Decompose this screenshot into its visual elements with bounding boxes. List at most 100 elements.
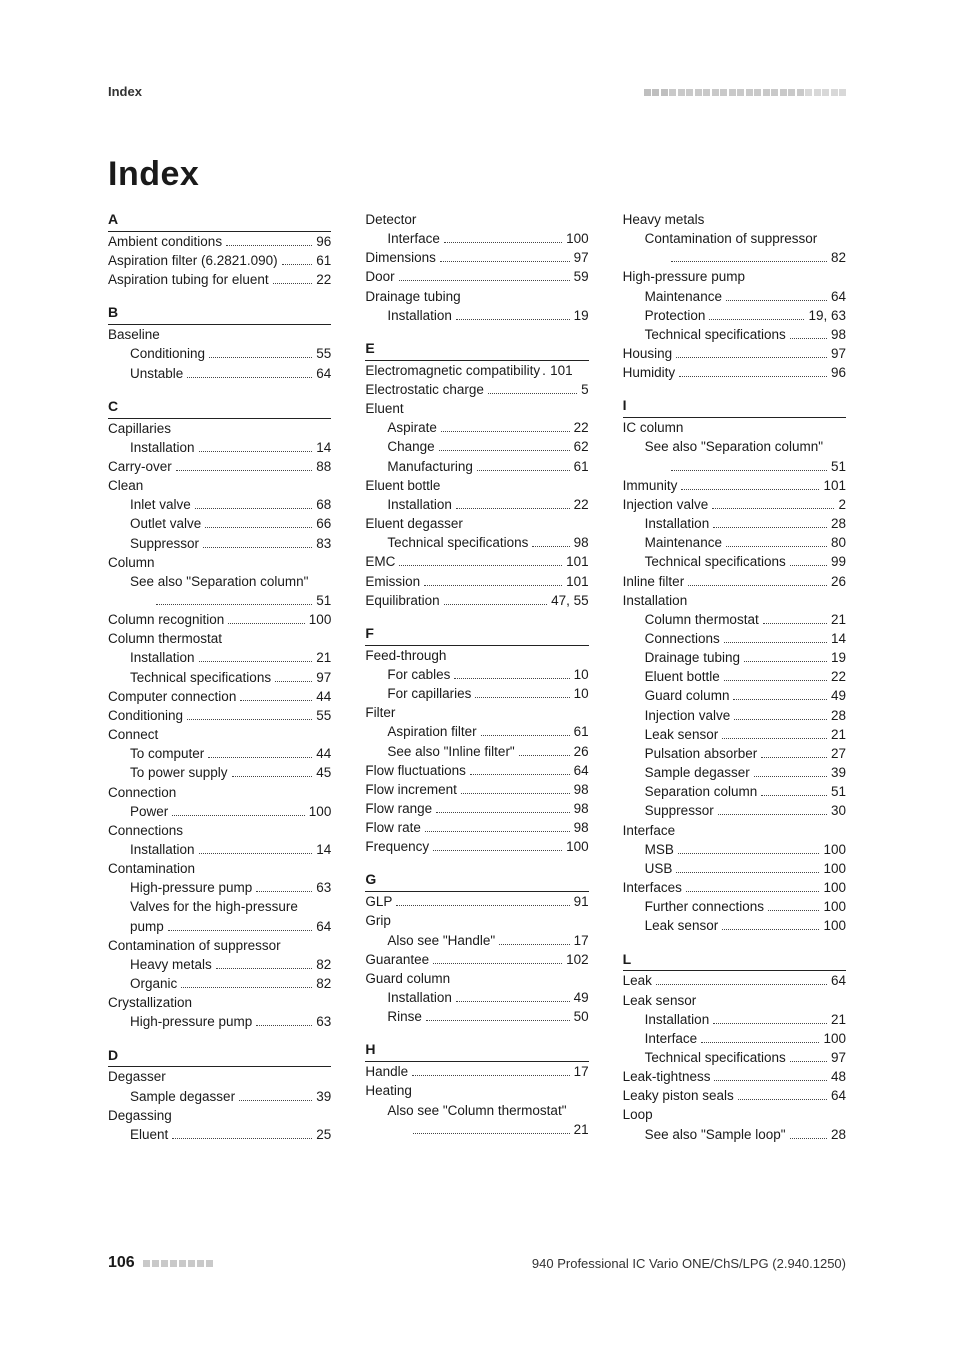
index-entry-page: 2 [838, 495, 846, 514]
index-entry: High-pressure pump [623, 267, 846, 286]
index-entry-label: Drainage tubing [365, 287, 460, 306]
index-section-letter: H [365, 1040, 588, 1062]
index-entry-label: Technical specifications [623, 1048, 786, 1067]
index-entry-label: Aspirate [365, 418, 437, 437]
index-entry-label: Organic [108, 974, 177, 993]
index-entry-page: 97 [574, 248, 589, 267]
index-section-letter: G [365, 870, 588, 892]
index-entry-label: Baseline [108, 325, 160, 344]
index-entry-label: Electromagnetic compatibility [365, 361, 540, 380]
index-entry-page: 21 [831, 610, 846, 629]
index-entry-page: 28 [831, 706, 846, 725]
index-entry: Technical specifications98 [623, 325, 846, 344]
index-entry: See also "Separation column" [623, 437, 846, 456]
index-entry-label: Guard column [623, 686, 730, 705]
leader-dots [722, 929, 819, 930]
index-entry-page: 96 [316, 232, 331, 251]
index-entry: Manufacturing61 [365, 457, 588, 476]
index-entry: Flow rate98 [365, 818, 588, 837]
index-entry: Injection valve 2 [623, 495, 846, 514]
index-entry: Technical specifications98 [365, 533, 588, 552]
leader-dots [209, 357, 312, 358]
index-entry: Crystallization [108, 993, 331, 1012]
leader-dots [240, 700, 312, 701]
index-entry: Also see "Column thermostat" [365, 1101, 588, 1120]
index-entry: Interfaces100 [623, 878, 846, 897]
index-entry: Inlet valve68 [108, 495, 331, 514]
index-entry: Also see "Handle"17 [365, 931, 588, 950]
leader-dots [199, 661, 313, 662]
index-entry: Organic 82 [108, 974, 331, 993]
index-entry: Suppressor83 [108, 534, 331, 553]
index-entry: See also "Inline filter"26 [365, 742, 588, 761]
header-squares [642, 84, 846, 99]
index-entry-page: 97 [831, 344, 846, 363]
index-entry: Technical specifications97 [108, 668, 331, 687]
index-entry-page: 21 [831, 725, 846, 744]
index-entry-label: Eluent bottle [623, 667, 720, 686]
leader-dots [232, 776, 313, 777]
index-entry-label: See also "Inline filter" [365, 742, 514, 761]
index-entry-label: Clean [108, 476, 143, 495]
index-entry: Contamination of suppressor [108, 936, 331, 955]
index-entry: To computer44 [108, 744, 331, 763]
index-entry-label: EMC [365, 552, 395, 571]
index-entry: High-pressure pump 63 [108, 1012, 331, 1031]
index-entry-label: Leak [623, 971, 652, 990]
index-entry: Eluent [365, 399, 588, 418]
index-entry-label: Interfaces [623, 878, 682, 897]
leader-dots [440, 261, 570, 262]
index-entry-label: Electrostatic charge [365, 380, 484, 399]
leader-dots [228, 623, 304, 624]
index-entry-label: Capillaries [108, 419, 171, 438]
index-entry-label: Unstable [108, 364, 183, 383]
leader-dots [426, 1020, 570, 1021]
index-entry-page: 82 [831, 248, 846, 267]
leader-dots [724, 680, 827, 681]
index-entry-label: See also "Sample loop" [623, 1125, 786, 1144]
page: Index Index AAmbient conditions96Aspirat… [0, 0, 954, 1350]
leader-dots [676, 872, 819, 873]
index-entry-page: 21 [316, 648, 331, 667]
index-entry-label: Heavy metals [623, 210, 705, 229]
leader-dots [282, 264, 313, 265]
index-entry-label: Pulsation absorber [623, 744, 758, 763]
index-columns: AAmbient conditions96Aspiration filter (… [108, 210, 846, 1190]
index-entry-label: Contamination of suppressor [623, 229, 818, 248]
index-entry-page: 98 [574, 780, 589, 799]
index-entry-label: Aspiration tubing for eluent [108, 270, 269, 289]
leader-dots [444, 242, 562, 243]
index-entry-label: Dimensions [365, 248, 436, 267]
index-entry-label: High-pressure pump [108, 878, 252, 897]
index-entry-page: 27 [831, 744, 846, 763]
leader-dots [399, 565, 562, 566]
index-entry: Capillaries [108, 419, 331, 438]
index-entry-page: 49 [574, 988, 589, 1007]
index-entry-page: 50 [574, 1007, 589, 1026]
leader-dots [176, 470, 313, 471]
index-entry: Drainage tubing19 [623, 648, 846, 667]
index-entry-label: Injection valve [623, 495, 709, 514]
index-entry-label: High-pressure pump [108, 1012, 252, 1031]
leader-dots [396, 905, 569, 906]
index-entry: Aspiration filter (6.2821.090)61 [108, 251, 331, 270]
index-entry-label: Handle [365, 1062, 408, 1081]
index-entry-page: 97 [831, 1048, 846, 1067]
index-entry: Sample degasser39 [108, 1087, 331, 1106]
index-entry-label: Installation [623, 591, 688, 610]
leader-dots [718, 814, 827, 815]
index-entry: Installation21 [623, 1010, 846, 1029]
index-entry-page: 22 [574, 418, 589, 437]
index-entry: USB100 [623, 859, 846, 878]
index-entry-page: 59 [574, 267, 589, 286]
index-entry: 51 [108, 591, 331, 610]
index-entry-page: 100 [309, 610, 332, 629]
index-entry-page: 63 [316, 1012, 331, 1031]
index-entry: 51 [623, 457, 846, 476]
index-entry-label: To power supply [108, 763, 228, 782]
index-entry: Filter [365, 703, 588, 722]
index-entry-page: 82 [316, 974, 331, 993]
index-entry: Guarantee102 [365, 950, 588, 969]
index-entry: Installation19 [365, 306, 588, 325]
index-entry-page: 55 [316, 706, 331, 725]
